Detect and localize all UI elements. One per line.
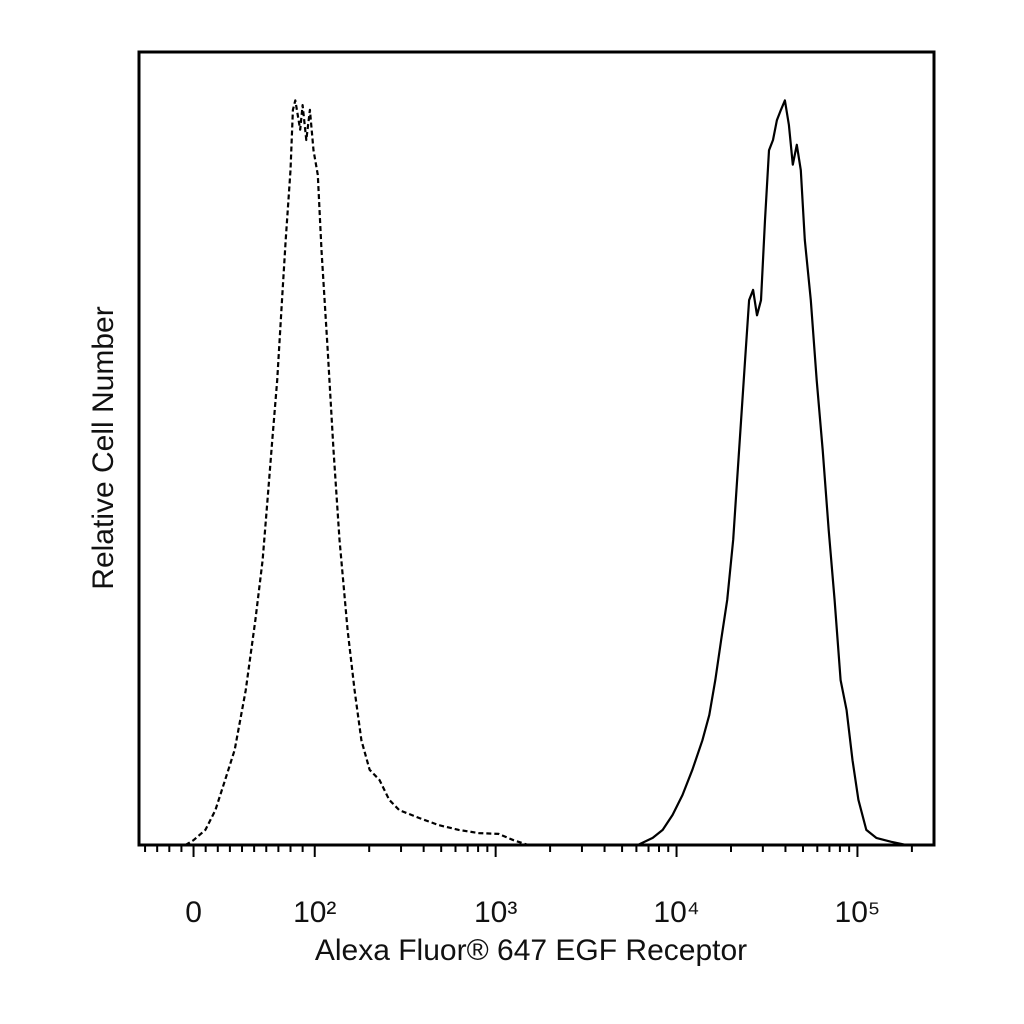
y-axis-title: Relative Cell Number <box>87 306 120 589</box>
x-tick-label: 10⁴ <box>653 896 699 929</box>
x-tick-label: 10⁵ <box>835 896 881 929</box>
x-tick-label: 0 <box>185 896 202 929</box>
plot-frame <box>137 50 936 847</box>
x-tick-label: 10³ <box>474 896 517 929</box>
x-tick-label: 10² <box>293 896 336 929</box>
x-axis-title: Alexa Fluor® 647 EGF Receptor <box>315 934 747 967</box>
solid-histogram <box>637 99 907 847</box>
dashed-histogram <box>184 99 907 847</box>
